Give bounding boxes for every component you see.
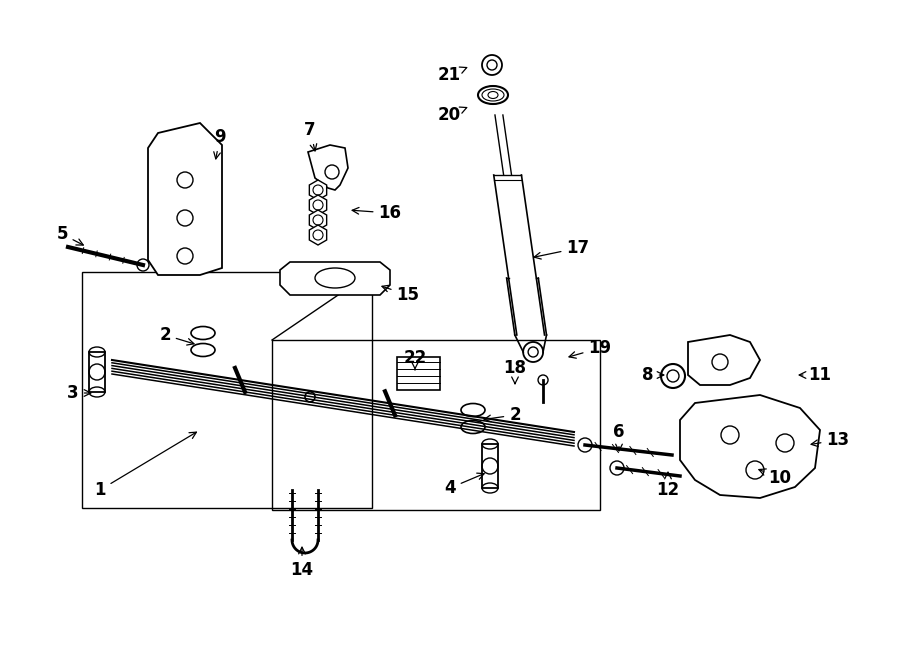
Text: 8: 8 [643,366,664,384]
Polygon shape [310,225,327,245]
Text: 6: 6 [613,423,625,451]
Polygon shape [308,145,348,190]
Text: 14: 14 [291,547,313,579]
Ellipse shape [478,86,508,104]
Text: 1: 1 [94,432,196,499]
Text: 11: 11 [799,366,832,384]
Text: 12: 12 [656,472,680,499]
Text: 16: 16 [352,204,401,222]
Text: 7: 7 [304,121,317,151]
Text: 3: 3 [68,384,91,402]
Text: 2: 2 [159,326,194,345]
Text: 18: 18 [503,359,526,383]
Text: 9: 9 [214,128,226,159]
Polygon shape [680,395,820,498]
Polygon shape [482,444,498,488]
Text: 2: 2 [484,406,521,424]
Polygon shape [148,123,222,275]
Polygon shape [89,352,105,392]
Text: 15: 15 [382,286,419,304]
Text: 20: 20 [437,106,467,124]
Text: 22: 22 [403,349,427,369]
Polygon shape [280,262,390,295]
Text: 4: 4 [445,473,484,497]
Text: 5: 5 [56,225,84,245]
Text: 19: 19 [569,339,612,358]
Text: 13: 13 [811,431,850,449]
Bar [82,272,372,508]
Polygon shape [310,180,327,200]
Text: 17: 17 [534,239,590,259]
Text: 10: 10 [759,469,791,487]
Bar [397,357,440,390]
Polygon shape [688,335,760,385]
Text: 21: 21 [437,66,467,84]
Polygon shape [310,210,327,230]
Polygon shape [310,195,327,215]
